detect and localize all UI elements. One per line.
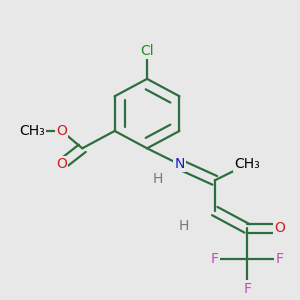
Text: F: F [276, 252, 283, 266]
Text: Cl: Cl [140, 44, 154, 58]
Text: N: N [174, 157, 184, 171]
Text: CH₃: CH₃ [19, 124, 45, 138]
Text: H: H [152, 172, 163, 186]
Text: H: H [179, 219, 189, 233]
Text: F: F [211, 252, 219, 266]
Text: F: F [243, 281, 251, 296]
Text: O: O [274, 221, 285, 236]
Text: O: O [56, 124, 67, 138]
Text: O: O [56, 157, 67, 171]
Text: CH₃: CH₃ [234, 157, 260, 171]
